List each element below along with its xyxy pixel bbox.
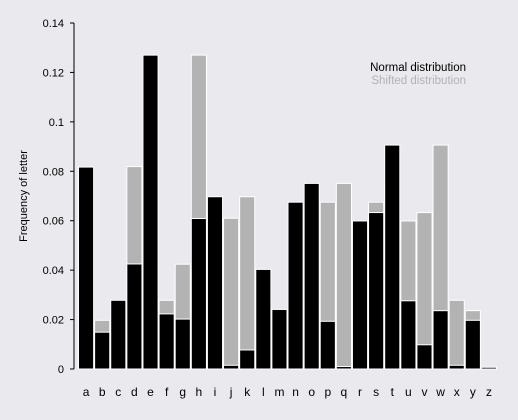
x-tick-label: d — [131, 385, 138, 399]
normal-bar-b — [94, 331, 111, 370]
normal-bar-m — [271, 308, 288, 370]
normal-bar-e — [142, 54, 159, 370]
y-tick-label: 0.02 — [43, 315, 64, 327]
normal-bar-a — [78, 166, 95, 370]
normal-bar-f — [158, 313, 175, 370]
normal-bar-o — [303, 182, 320, 370]
normal-bar-c — [110, 299, 127, 370]
normal-bar-p — [319, 320, 336, 370]
normal-bar-g — [174, 318, 191, 370]
normal-bar-w — [432, 310, 449, 370]
x-tick-label: m — [274, 385, 284, 399]
x-tick-label: x — [454, 385, 460, 399]
x-tick-label: j — [229, 385, 233, 399]
normal-bar-x — [448, 364, 465, 370]
normal-bar-y — [464, 319, 481, 370]
normal-bar-s — [368, 212, 385, 370]
normal-bar-h — [190, 217, 207, 370]
x-tick-label: y — [470, 385, 476, 399]
x-tick-label: f — [165, 385, 169, 399]
y-tick-label: 0.14 — [43, 18, 64, 30]
x-tick-label: n — [292, 385, 299, 399]
normal-bar-z — [480, 366, 498, 370]
normal-bar-j — [223, 364, 240, 370]
shifted-bar-x — [448, 299, 465, 370]
x-tick-label: p — [324, 385, 331, 399]
x-tick-label: v — [421, 385, 427, 399]
shifted-bar-k — [239, 196, 256, 370]
normal-bar-u — [400, 300, 417, 370]
normal-bar-l — [255, 268, 272, 370]
x-tick-label: k — [244, 385, 251, 399]
x-tick-label: t — [391, 385, 395, 399]
shifted-bar-q — [335, 182, 352, 370]
normal-bar-t — [384, 144, 401, 370]
normal-bar-d — [126, 263, 143, 370]
legend-entry-normal: Normal distribution — [370, 62, 466, 74]
x-tick-label: g — [179, 385, 186, 399]
x-tick-label: o — [308, 385, 315, 399]
y-tick-label: 0.04 — [43, 265, 64, 277]
x-tick-label: h — [196, 385, 203, 399]
y-tick-label: 0.12 — [43, 67, 64, 79]
x-tick-label: z — [486, 385, 492, 399]
x-tick-label: i — [214, 385, 217, 399]
y-axis-label: Frequency of letter — [18, 150, 30, 242]
legend-entry-shifted: Shifted distribution — [371, 75, 466, 87]
normal-bar-v — [416, 344, 433, 370]
x-tick-label: s — [373, 385, 379, 399]
x-tick-label: q — [341, 385, 348, 399]
axes-layer: 0 0.02 0.04 0.06 0.08 0.1 0.12 0.14 a b c d e f g h i j k l… — [43, 18, 492, 399]
normal-bar-k — [239, 349, 256, 370]
bars-layer — [78, 54, 498, 370]
x-tick-label: u — [405, 385, 412, 399]
y-tick-label: 0.06 — [43, 216, 64, 228]
x-tick-label: a — [83, 385, 90, 399]
x-tick-label: r — [358, 385, 362, 399]
normal-bar-r — [351, 220, 369, 370]
x-tick-label: w — [435, 385, 445, 399]
x-tick-label: l — [262, 385, 265, 399]
x-tick-label: b — [99, 385, 106, 399]
y-tick-label: 0.08 — [43, 166, 64, 178]
x-tick-label: c — [115, 385, 121, 399]
normal-bar-q — [335, 366, 352, 370]
normal-bar-i — [206, 196, 224, 370]
y-tick-label: 0 — [58, 364, 64, 376]
normal-bar-n — [287, 201, 304, 370]
y-tick-label: 0.1 — [49, 117, 64, 129]
x-tick-label: e — [147, 385, 154, 399]
shifted-bar-j — [223, 217, 240, 370]
